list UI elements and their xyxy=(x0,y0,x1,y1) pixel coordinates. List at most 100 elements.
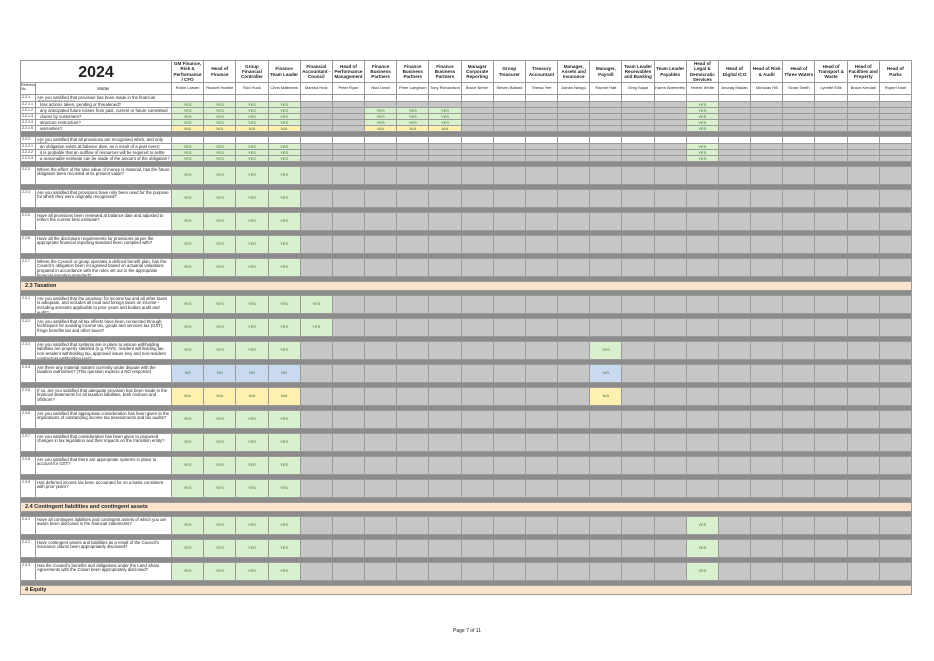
status-cell xyxy=(654,167,687,185)
status-cell xyxy=(590,259,623,277)
role-name: Greg Sayal xyxy=(622,83,655,95)
status-cell xyxy=(397,150,430,156)
status-cell xyxy=(268,137,301,144)
status-cell xyxy=(365,342,398,360)
status-cell xyxy=(815,540,848,558)
status-cell xyxy=(461,342,494,360)
status-cell xyxy=(879,167,912,185)
status-cell xyxy=(590,137,623,144)
status-cell xyxy=(332,319,366,337)
reference-cell: 2.2.1.3 xyxy=(20,114,36,120)
status-cell xyxy=(397,480,430,498)
status-cell: N/A xyxy=(429,126,462,132)
status-cell xyxy=(300,517,333,535)
status-cell xyxy=(783,259,816,277)
status-cell: N/A xyxy=(268,126,301,132)
status-cell xyxy=(718,167,752,185)
status-cell xyxy=(558,190,591,208)
status-cell xyxy=(622,137,655,144)
status-cell xyxy=(751,563,784,581)
status-cell xyxy=(590,126,623,132)
status-cell xyxy=(622,296,655,314)
status-cell: YES xyxy=(172,213,205,231)
matter-cell: Are there any material matters currently… xyxy=(36,365,172,383)
status-cell: YES xyxy=(204,167,237,185)
separator-row xyxy=(20,162,912,167)
status-cell xyxy=(493,342,526,360)
role-name: Adrian Neagu xyxy=(558,83,591,95)
status-cell xyxy=(461,137,494,144)
status-cell xyxy=(493,319,526,337)
status-cell xyxy=(300,411,333,429)
status-cell: YES xyxy=(172,108,205,114)
status-cell xyxy=(783,480,816,498)
status-cell: YES xyxy=(236,457,269,475)
matter-cell: Have all the disclosure requirements for… xyxy=(36,236,172,254)
status-cell xyxy=(815,342,848,360)
reference-cell: 2.2.1 xyxy=(20,95,36,102)
status-cell xyxy=(718,563,752,581)
status-cell xyxy=(172,137,205,144)
status-cell xyxy=(397,296,430,314)
status-cell xyxy=(751,236,784,254)
status-cell xyxy=(397,167,430,185)
status-cell xyxy=(558,95,591,102)
status-cell xyxy=(332,296,366,314)
status-cell xyxy=(590,144,623,150)
status-cell xyxy=(365,411,398,429)
status-cell: YES xyxy=(204,434,237,452)
status-cell xyxy=(751,480,784,498)
status-cell xyxy=(525,388,559,406)
status-cell: YES xyxy=(268,540,301,558)
status-cell xyxy=(654,540,687,558)
status-cell xyxy=(879,95,912,102)
role-name: Bruce Kendall xyxy=(847,83,880,95)
separator-row xyxy=(20,581,912,586)
status-cell: N/A xyxy=(204,126,237,132)
role-header: Finance Business Partners xyxy=(365,60,398,83)
status-cell xyxy=(654,388,687,406)
status-cell xyxy=(815,150,848,156)
status-cell xyxy=(686,457,719,475)
status-cell xyxy=(622,120,655,126)
status-cell xyxy=(622,540,655,558)
status-cell xyxy=(815,108,848,114)
reference-cell: 2.2.2.2 xyxy=(20,150,36,156)
status-cell xyxy=(847,102,880,108)
status-cell xyxy=(590,102,623,108)
status-cell xyxy=(558,434,591,452)
status-cell xyxy=(815,95,848,102)
role-name: Anurag Madan xyxy=(718,83,752,95)
status-cell xyxy=(879,365,912,383)
role-name: Bruce Neher xyxy=(461,83,494,95)
separator-row xyxy=(20,452,912,457)
status-cell xyxy=(461,108,494,114)
status-cell xyxy=(718,434,752,452)
status-cell: YES xyxy=(172,190,205,208)
status-cell xyxy=(751,365,784,383)
status-cell xyxy=(815,102,848,108)
status-cell xyxy=(332,434,366,452)
status-cell xyxy=(783,563,816,581)
status-cell: YES xyxy=(429,108,462,114)
status-cell: YES xyxy=(172,319,205,337)
status-cell: YES xyxy=(172,517,205,535)
status-cell xyxy=(654,102,687,108)
status-cell: YES xyxy=(236,213,269,231)
status-cell xyxy=(493,150,526,156)
status-cell: YES xyxy=(365,120,398,126)
status-cell xyxy=(718,365,752,383)
separator-row xyxy=(20,558,912,563)
status-cell xyxy=(590,150,623,156)
status-cell xyxy=(300,120,333,126)
role-name: Russell Hobbie xyxy=(204,83,237,95)
status-cell xyxy=(429,388,462,406)
status-cell xyxy=(397,517,430,535)
status-cell: YES xyxy=(172,167,205,185)
status-cell xyxy=(493,411,526,429)
matter-cell: it is probable that an outflow of resour… xyxy=(36,150,172,156)
status-cell xyxy=(332,236,366,254)
status-cell xyxy=(590,480,623,498)
status-cell xyxy=(718,540,752,558)
role-header: Head of Facilities and Property xyxy=(847,60,880,83)
